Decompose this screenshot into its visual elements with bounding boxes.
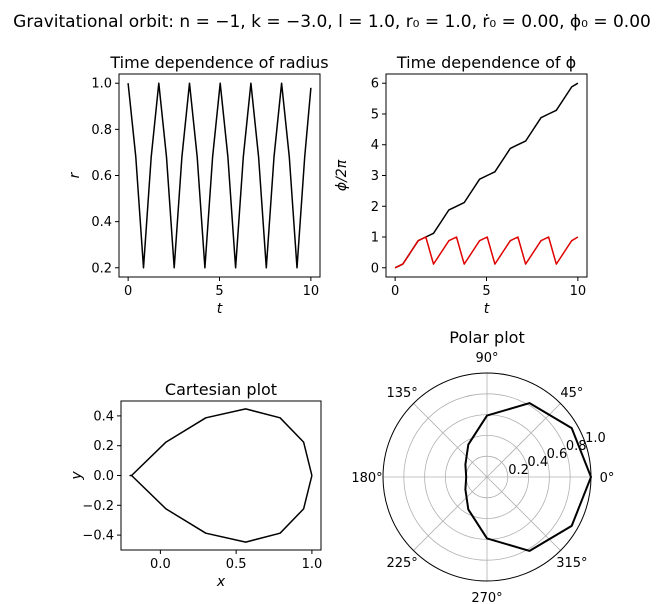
polar-theta-grid (486, 403, 561, 478)
cartesian-ytick-label: −0.4 (82, 529, 114, 544)
polar-theta-grid (413, 403, 488, 478)
radius-ytick-label: 0.8 (91, 123, 112, 138)
radius-xtick-label: 10 (303, 284, 320, 299)
polar-theta-label: 0° (600, 471, 615, 486)
phi-ytick-label: 4 (371, 138, 379, 153)
cartesian-ytick-label: 0.2 (93, 439, 114, 454)
polar-theta-grid (486, 476, 561, 551)
polar-theta-label: 315° (556, 556, 587, 571)
cartesian-ytick-label: −0.2 (82, 499, 114, 514)
radius-ytick-label: 1.0 (91, 77, 112, 92)
radius-title: Time dependence of radius (109, 53, 328, 72)
phi-ytick-label: 0 (371, 261, 379, 276)
phi-ytick-label: 2 (371, 200, 379, 215)
phi-ytick-label: 1 (371, 231, 379, 246)
phi-xtick-label: 5 (482, 284, 490, 299)
polar-rtick-label: 0.6 (547, 447, 568, 462)
radius-ytick-label: 0.6 (91, 169, 112, 184)
radius-xlabel: t (217, 301, 223, 317)
polar-rtick-label: 0.2 (508, 463, 529, 478)
cartesian-axes-frame (120, 400, 322, 551)
phi-ytick-label: 6 (371, 77, 379, 92)
polar-title: Polar plot (449, 328, 524, 347)
cartesian-xlabel: x (216, 574, 226, 590)
panel-polar: Polar plot 0° 45° 90° 135° 180° 225° 270° 315° 0.… (351, 328, 614, 604)
phi-series-0 (394, 82, 579, 269)
figure-title: Gravitational orbit: n = −1, k = −3.0, l… (13, 12, 651, 32)
phi-xtick-label: 0 (391, 284, 399, 299)
phi-ylabel: ϕ/2π (334, 159, 350, 191)
cartesian-title: Cartesian plot (165, 380, 277, 399)
radius-ylabel: r (67, 171, 83, 178)
radius-ytick-label: 0.4 (91, 215, 112, 230)
cartesian-ylabel: y (69, 471, 85, 481)
polar-theta-label: 180° (351, 471, 382, 486)
phi-ytick-label: 3 (371, 169, 379, 184)
polar-series-0 (464, 402, 592, 552)
phi-ytick-label: 5 (371, 107, 379, 122)
polar-theta-label: 270° (471, 591, 502, 604)
panel-cartesian: Cartesian plot 0.0 0.5 1.0 −0.4 −0.2 0.0 0.2 0.4… (69, 380, 322, 590)
phi-xtick-label: 10 (570, 284, 587, 299)
cartesian-xtick-label: 1.0 (302, 557, 323, 572)
radius-xtick-label: 5 (215, 284, 223, 299)
polar-rtick-label: 0.4 (527, 455, 548, 470)
polar-rtick-label: 1.0 (585, 431, 606, 446)
polar-theta-grid (413, 476, 488, 551)
radius-xtick-label: 0 (124, 284, 132, 299)
cartesian-series-0 (129, 408, 313, 543)
cartesian-xtick-label: 0.5 (226, 557, 247, 572)
phi-xlabel: t (484, 301, 490, 317)
radius-series-0 (127, 82, 312, 269)
cartesian-ytick-label: 0.0 (93, 469, 114, 484)
polar-theta-label: 135° (386, 386, 417, 401)
cartesian-ytick-label: 0.4 (93, 409, 114, 424)
radius-ytick-label: 0.2 (91, 261, 112, 276)
polar-theta-label: 90° (475, 351, 498, 366)
polar-theta-label: 45° (560, 386, 583, 401)
polar-theta-label: 225° (386, 556, 417, 571)
panel-radius: Time dependence of radius 0 5 10 0.2 0.4 0.6 0.… (67, 53, 329, 317)
panel-phi: Time dependence of ϕ 0 5 10 0 1 2 3 4 5 6 t ϕ/2π (334, 53, 588, 317)
phi-series-1 (394, 236, 579, 269)
phi-title: Time dependence of ϕ (396, 53, 576, 72)
cartesian-xtick-label: 0.0 (150, 557, 171, 572)
